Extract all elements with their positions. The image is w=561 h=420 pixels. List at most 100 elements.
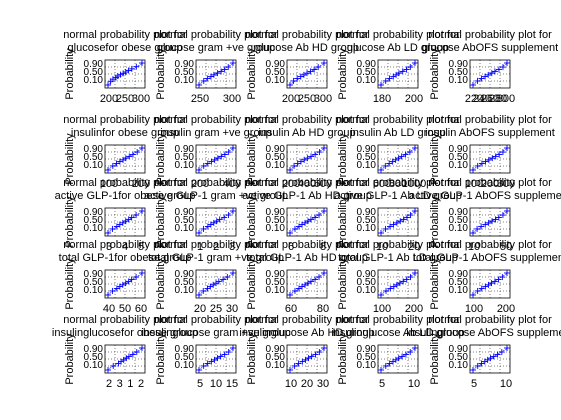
prob-tick-label: 0.10: [266, 160, 286, 171]
y-axis-label: Probability: [429, 133, 441, 185]
x-tick-label: 200: [481, 178, 499, 190]
data-point: [412, 145, 418, 151]
y-axis-label: Probability: [337, 258, 349, 310]
data-point: [499, 274, 506, 281]
y-axis-label: Probability: [155, 48, 167, 100]
x-tick-label: 2: [213, 241, 219, 253]
reference-line: [379, 147, 417, 171]
x-tick-label: 250: [298, 93, 316, 105]
data-point: [496, 151, 503, 158]
prob-tick-label: 0.50: [357, 215, 377, 226]
data-point: [489, 218, 496, 225]
x-tick-label: 600: [314, 178, 332, 190]
data-point: [321, 60, 327, 66]
x-tick-label: 5: [197, 378, 203, 390]
data-point: [128, 214, 135, 221]
panel-title: normal probability plot for: [63, 177, 187, 189]
reference-line: [471, 210, 509, 234]
panel-title: active GLP-1for obese group: [55, 190, 196, 202]
data-point: [196, 230, 202, 236]
x-tick-label: 200: [132, 178, 150, 190]
data-point: [470, 82, 476, 88]
data-point: [488, 70, 495, 77]
y-axis-label: Probability: [246, 133, 258, 185]
reference-line: [379, 272, 417, 296]
panel-title: insulin AbOFS supplement: [425, 127, 555, 139]
data-point: [382, 162, 389, 169]
y-axis-label: Probability: [155, 196, 167, 248]
panel-title: normal probability plot for: [336, 239, 460, 251]
data-point: [489, 155, 496, 162]
x-tick-label: 240: [473, 93, 491, 105]
data-point: [291, 162, 298, 169]
prob-tick-label: 0.10: [357, 223, 377, 234]
data-point: [470, 292, 476, 298]
data-point: [397, 218, 404, 225]
reference-line: [288, 147, 326, 171]
prob-tick-label: 0.90: [84, 144, 104, 155]
prob-tick-label: 0.10: [84, 285, 104, 296]
prob-tick-label: 0.50: [449, 215, 469, 226]
reference-line: [106, 147, 144, 171]
panel-title: insulin gram +ve group: [160, 127, 272, 139]
data-point: [478, 285, 485, 292]
prob-tick-label: 0.90: [357, 269, 377, 280]
prob-tick-label: 0.10: [357, 360, 377, 371]
panel-title: insulinglucose gram +ve group: [141, 327, 291, 339]
x-tick-label: 50: [119, 303, 131, 315]
data-point: [312, 151, 319, 158]
reference-line: [379, 347, 417, 371]
prob-tick-label: 0.90: [449, 269, 469, 280]
prob-tick-label: 0.90: [449, 344, 469, 355]
panel-title: glucose Ab LD group: [347, 42, 449, 54]
prob-tick-label: 0.90: [449, 59, 469, 70]
data-point: [139, 208, 145, 214]
x-tick-label: 3: [229, 241, 235, 253]
x-tick-label: 600: [373, 178, 391, 190]
prob-tick-label: 0.50: [175, 352, 195, 363]
prob-tick-label: 0.90: [357, 344, 377, 355]
data-point: [316, 274, 322, 281]
panel-title: normal probability plot for: [428, 239, 552, 251]
data-point: [474, 287, 481, 294]
y-axis-label: Probability: [246, 258, 258, 310]
reference-line: [106, 272, 144, 296]
panel: normal probability plot forinsulinglucos…: [239, 314, 374, 390]
prob-tick-label: 0.10: [449, 360, 469, 371]
data-point: [109, 162, 116, 169]
data-point: [200, 362, 207, 369]
data-point: [378, 167, 384, 173]
data-point: [504, 208, 510, 214]
reference-line: [106, 210, 144, 234]
prob-tick-label: 0.90: [357, 59, 377, 70]
reference-line: [288, 210, 326, 234]
data-point: [204, 160, 211, 167]
panel-title: normal probability plot for: [154, 314, 278, 326]
data-point: [378, 230, 384, 236]
data-point: [383, 287, 390, 294]
data-point: [478, 160, 485, 167]
y-axis-label: Probability: [429, 333, 441, 385]
data-point: [215, 278, 222, 285]
x-tick-label: 200: [282, 178, 300, 190]
data-point: [230, 208, 236, 214]
panel-title: insulinglucose Ab HD group: [239, 327, 374, 339]
x-tick-label: 200: [497, 303, 515, 315]
data-point: [139, 145, 145, 151]
panel-title: normal probability plot for: [63, 114, 187, 126]
data-point: [470, 230, 476, 236]
prob-tick-label: 0.90: [266, 59, 286, 70]
data-point: [504, 145, 510, 151]
panel-title: insulinglucose Ab LD group: [331, 327, 464, 339]
prob-tick-label: 0.90: [266, 344, 286, 355]
data-point: [412, 60, 418, 66]
prob-tick-label: 0.50: [175, 67, 195, 78]
panel-title: normal probability plot for: [154, 177, 278, 189]
prob-tick-label: 0.10: [266, 360, 286, 371]
reference-line: [197, 147, 235, 171]
data-point: [321, 145, 327, 151]
panel-title: total GLP-1 gram +ve group: [148, 252, 284, 264]
y-axis-label: Probability: [429, 258, 441, 310]
